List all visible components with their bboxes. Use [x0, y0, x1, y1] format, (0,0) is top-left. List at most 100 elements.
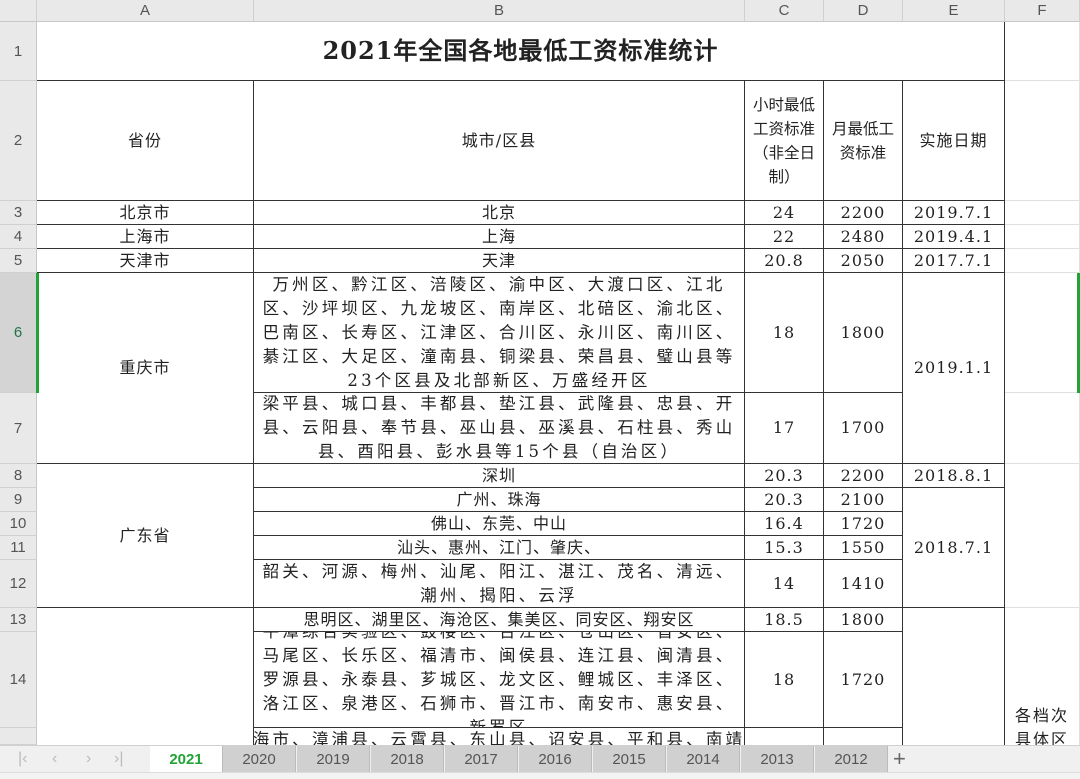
- cell-hourly[interactable]: 15.3: [745, 536, 824, 560]
- cell-f3[interactable]: [1005, 201, 1080, 225]
- header-date[interactable]: 实施日期: [903, 81, 1005, 201]
- sheet-tab-2017[interactable]: 2017: [445, 746, 518, 773]
- cell-city[interactable]: 北京: [254, 201, 745, 225]
- cell-date[interactable]: [903, 608, 1005, 745]
- sheet-tab-2014[interactable]: 2014: [667, 746, 740, 773]
- row-header-13[interactable]: 13: [0, 608, 37, 632]
- cell-city[interactable]: 广州、珠海: [254, 488, 745, 512]
- cell-province[interactable]: 上海市: [37, 225, 254, 249]
- cell-city[interactable]: 思明区、湖里区、海沧区、集美区、同安区、翔安区: [254, 608, 745, 632]
- cell-f5[interactable]: [1005, 249, 1080, 273]
- row-header-14[interactable]: 14: [0, 632, 37, 728]
- sheet-tab-2013[interactable]: 2013: [741, 746, 814, 773]
- header-monthly[interactable]: 月最低工资标准: [824, 81, 903, 201]
- sheet-title-cell[interactable]: 2021年全国各地最低工资标准统计: [37, 22, 1005, 81]
- cell-date[interactable]: 2019.1.1: [903, 273, 1005, 464]
- prev-sheet-icon[interactable]: ‹: [52, 750, 58, 767]
- select-all-corner[interactable]: [0, 0, 37, 22]
- cell-city[interactable]: 天津: [254, 249, 745, 273]
- cell-date[interactable]: 2019.7.1: [903, 201, 1005, 225]
- cell-f8-12[interactable]: [1005, 464, 1080, 608]
- cell-monthly[interactable]: 1550: [824, 536, 903, 560]
- cell-date[interactable]: 2017.7.1: [903, 249, 1005, 273]
- column-header-b[interactable]: B: [254, 0, 745, 22]
- cell-monthly[interactable]: 2200: [824, 464, 903, 488]
- cell-hourly[interactable]: 24: [745, 201, 824, 225]
- cell-f1[interactable]: [1005, 22, 1080, 81]
- cell-hourly[interactable]: 20.3: [745, 488, 824, 512]
- sheet-tab-2016[interactable]: 2016: [519, 746, 592, 773]
- cell-monthly[interactable]: 1410: [824, 560, 903, 608]
- cell-city[interactable]: 梁平县、城口县、丰都县、垫江县、武隆县、忠县、开县、云阳县、奉节县、巫山县、巫溪…: [254, 393, 745, 464]
- sheet-tab-2015[interactable]: 2015: [593, 746, 666, 773]
- cell-hourly[interactable]: [745, 728, 824, 745]
- next-sheet-icon[interactable]: ›: [86, 750, 92, 767]
- cell-hourly[interactable]: 20.3: [745, 464, 824, 488]
- cell-hourly[interactable]: 14: [745, 560, 824, 608]
- cell-monthly[interactable]: 1800: [824, 273, 903, 393]
- row-header-11[interactable]: 11: [0, 536, 37, 560]
- cell-province-guangdong[interactable]: 广东省: [37, 464, 254, 608]
- add-sheet-icon[interactable]: +: [893, 746, 906, 771]
- cell-hourly[interactable]: 18.5: [745, 608, 824, 632]
- cell-monthly[interactable]: 1700: [824, 393, 903, 464]
- cell-province-chongqing[interactable]: 重庆市: [37, 273, 254, 464]
- cell-province[interactable]: 北京市: [37, 201, 254, 225]
- cell-hourly[interactable]: 20.8: [745, 249, 824, 273]
- header-city[interactable]: 城市/区县: [254, 81, 745, 201]
- cell-city[interactable]: 龙海市、漳浦县、云霄县、东山县、诏安县、平和县、南靖县: [254, 728, 745, 745]
- sheet-tab-2018[interactable]: 2018: [371, 746, 444, 773]
- cell-hourly[interactable]: 18: [745, 273, 824, 393]
- column-header-d[interactable]: D: [824, 0, 903, 22]
- cell-date[interactable]: 2018.8.1: [903, 464, 1005, 488]
- cell-monthly[interactable]: 1800: [824, 608, 903, 632]
- column-header-f[interactable]: F: [1005, 0, 1080, 22]
- column-header-a[interactable]: A: [37, 0, 254, 22]
- sheet-tab-2019[interactable]: 2019: [297, 746, 370, 773]
- cell-monthly[interactable]: 2050: [824, 249, 903, 273]
- cell-city[interactable]: 汕头、惠州、江门、肇庆、: [254, 536, 745, 560]
- cell-hourly[interactable]: 22: [745, 225, 824, 249]
- row-header-9[interactable]: 9: [0, 488, 37, 512]
- cell-hourly[interactable]: 16.4: [745, 512, 824, 536]
- cell-f6[interactable]: [1005, 273, 1080, 393]
- column-header-c[interactable]: C: [745, 0, 824, 22]
- cell-city[interactable]: 万州区、黔江区、涪陵区、渝中区、大渡口区、江北区、沙坪坝区、九龙坡区、南岸区、北…: [254, 273, 745, 393]
- cell-date[interactable]: 2018.7.1: [903, 488, 1005, 608]
- cell-monthly[interactable]: 2480: [824, 225, 903, 249]
- header-hourly[interactable]: 小时最低工资标准（非全日制）: [745, 81, 824, 201]
- row-header-10[interactable]: 10: [0, 512, 37, 536]
- cell-city[interactable]: 深圳: [254, 464, 745, 488]
- cell-city[interactable]: 韶关、河源、梅州、汕尾、阳江、湛江、茂名、清远、潮州、揭阳、云浮: [254, 560, 745, 608]
- cell-f-note[interactable]: 各档次具体区: [1005, 608, 1080, 745]
- first-sheet-icon[interactable]: |‹: [18, 750, 28, 767]
- cell-province-empty[interactable]: [37, 608, 254, 745]
- column-header-e[interactable]: E: [903, 0, 1005, 22]
- cell-city[interactable]: 平潭综合实验区、鼓楼区、台江区、仓山区、晋安区、马尾区、长乐区、福清市、闽侯县、…: [254, 632, 745, 728]
- cell-monthly[interactable]: 2100: [824, 488, 903, 512]
- cell-hourly[interactable]: 18: [745, 632, 824, 728]
- row-header-12[interactable]: 12: [0, 560, 37, 608]
- last-sheet-icon[interactable]: ›|: [114, 750, 124, 767]
- sheet-tab-2012[interactable]: 2012: [815, 746, 888, 773]
- cell-date[interactable]: 2019.4.1: [903, 225, 1005, 249]
- sheet-tab-2021[interactable]: 2021: [150, 746, 223, 773]
- cell-monthly[interactable]: 1720: [824, 632, 903, 728]
- row-header-7[interactable]: 7: [0, 393, 37, 464]
- row-header-2[interactable]: 2: [0, 81, 37, 201]
- cell-f4[interactable]: [1005, 225, 1080, 249]
- row-header-5[interactable]: 5: [0, 249, 37, 273]
- cell-f7[interactable]: [1005, 393, 1080, 464]
- row-header-15[interactable]: [0, 728, 37, 745]
- cell-monthly[interactable]: [824, 728, 903, 745]
- row-header-1[interactable]: 1: [0, 22, 37, 81]
- row-header-3[interactable]: 3: [0, 201, 37, 225]
- cell-city[interactable]: 上海: [254, 225, 745, 249]
- row-header-8[interactable]: 8: [0, 464, 37, 488]
- row-header-6[interactable]: 6: [0, 273, 37, 393]
- header-province[interactable]: 省份: [37, 81, 254, 201]
- cell-province[interactable]: 天津市: [37, 249, 254, 273]
- cell-f2[interactable]: [1005, 81, 1080, 201]
- cell-hourly[interactable]: 17: [745, 393, 824, 464]
- row-header-4[interactable]: 4: [0, 225, 37, 249]
